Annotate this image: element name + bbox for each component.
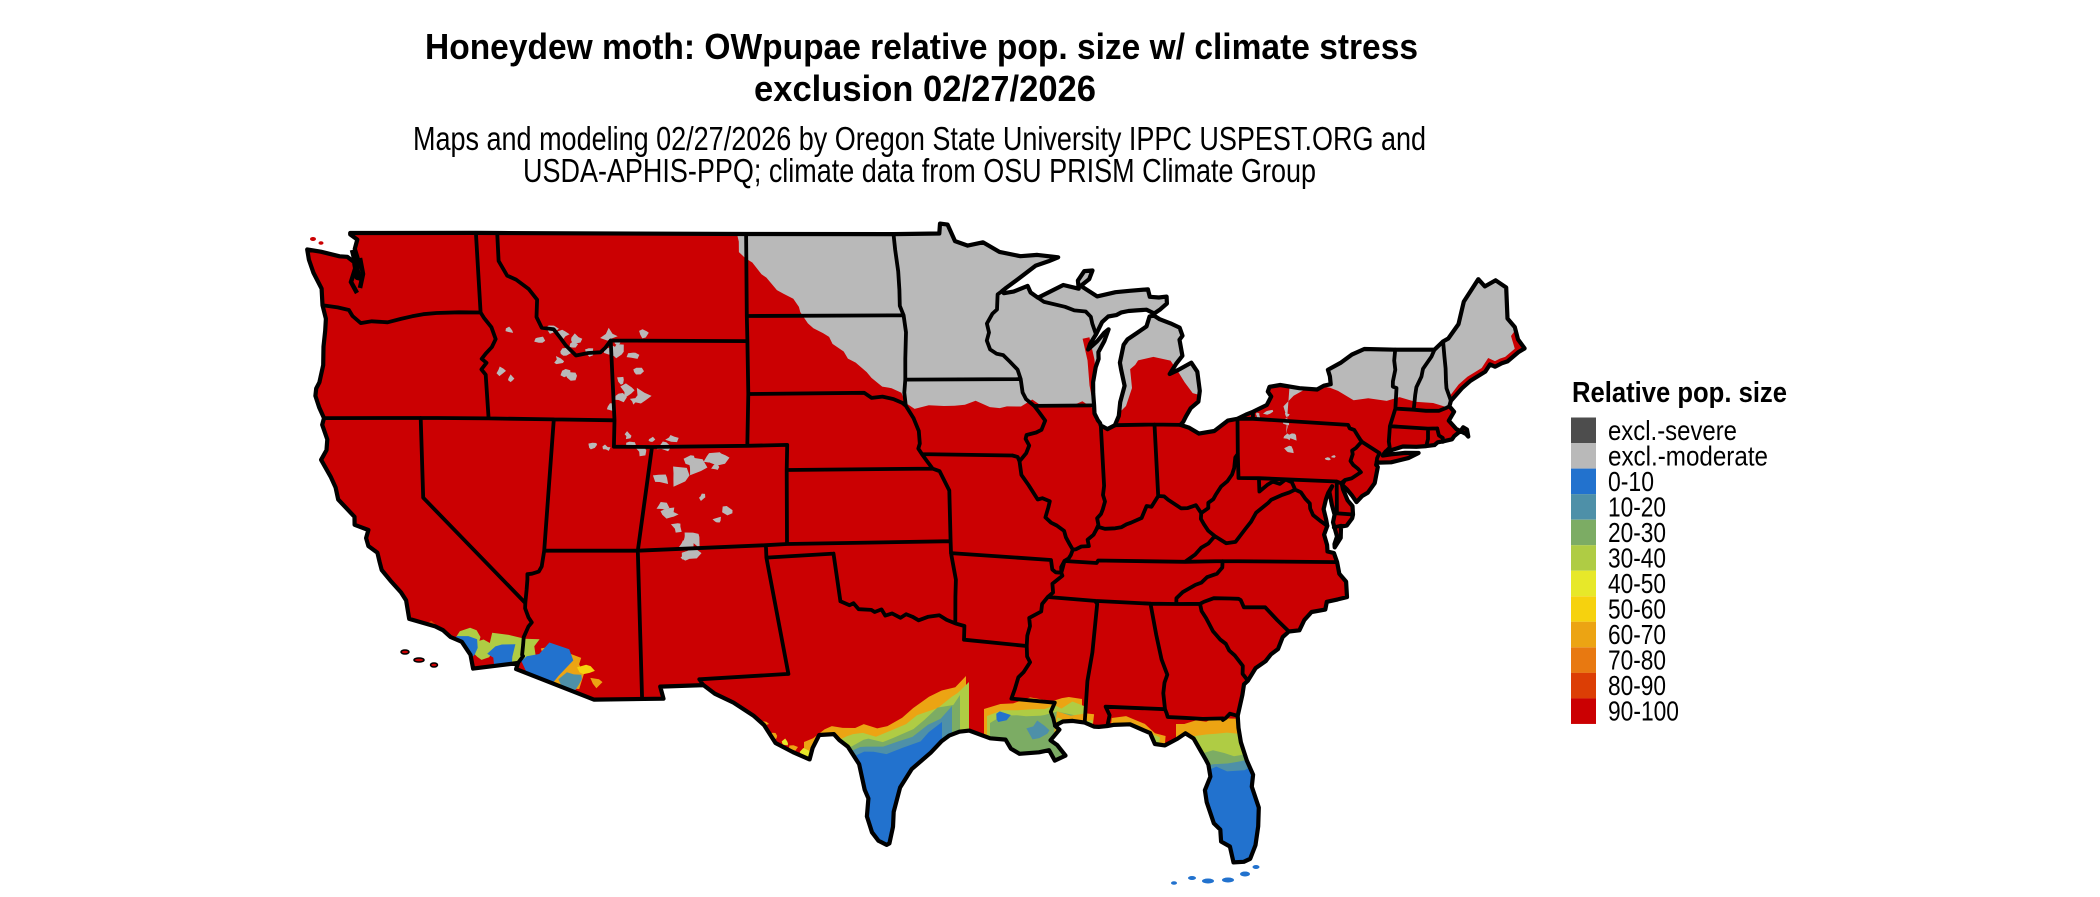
svg-text:60-70: 60-70	[1608, 619, 1666, 650]
svg-text:80-90: 80-90	[1608, 670, 1666, 701]
svg-text:10-20: 10-20	[1608, 491, 1666, 522]
svg-text:Maps and modeling 02/27/2026 b: Maps and modeling 02/27/2026 by Oregon S…	[413, 120, 1426, 157]
svg-text:Relative pop. size: Relative pop. size	[1572, 377, 1787, 409]
svg-text:Honeydew moth: OWpupae relativ: Honeydew moth: OWpupae relative pop. siz…	[425, 26, 1418, 67]
svg-text:40-50: 40-50	[1608, 568, 1666, 599]
svg-text:excl.-moderate: excl.-moderate	[1608, 440, 1768, 471]
svg-text:70-80: 70-80	[1608, 645, 1666, 676]
svg-text:0-10: 0-10	[1608, 466, 1654, 497]
svg-text:exclusion 02/27/2026: exclusion 02/27/2026	[754, 68, 1096, 109]
svg-text:90-100: 90-100	[1608, 696, 1679, 727]
svg-text:50-60: 50-60	[1608, 594, 1666, 625]
svg-text:excl.-severe: excl.-severe	[1608, 415, 1737, 446]
svg-text:20-30: 20-30	[1608, 517, 1666, 548]
svg-text:30-40: 30-40	[1608, 543, 1666, 574]
svg-text:USDA-APHIS-PPQ; climate data f: USDA-APHIS-PPQ; climate data from OSU PR…	[523, 152, 1316, 189]
